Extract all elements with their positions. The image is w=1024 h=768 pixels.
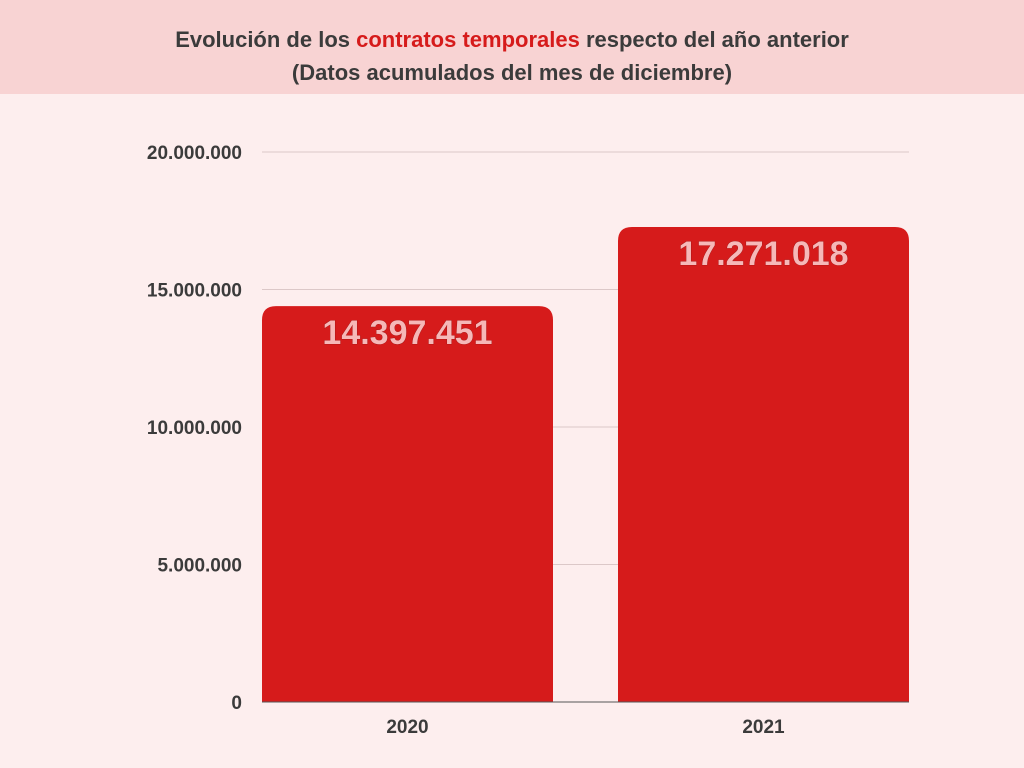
data-label: 14.397.451 bbox=[322, 314, 492, 352]
chart-subtitle: (Datos acumulados del mes de diciembre) bbox=[291, 60, 733, 85]
data-label: 17.271.018 bbox=[678, 235, 848, 273]
title-banner bbox=[0, 0, 1024, 94]
chart-title-before: Evolución de los bbox=[175, 27, 357, 52]
y-tick-label: 0 bbox=[231, 693, 242, 714]
chart-title: Evolución de los contratos temporales re… bbox=[0, 27, 1024, 53]
x-tick-label: 2020 bbox=[386, 717, 428, 738]
y-tick-label: 15.000.000 bbox=[147, 281, 242, 302]
bar bbox=[262, 306, 553, 702]
y-tick-label: 10.000.000 bbox=[147, 418, 242, 439]
x-tick-label: 2021 bbox=[742, 717, 785, 738]
bar bbox=[618, 227, 909, 703]
chart-title-highlight: contratos temporales bbox=[356, 27, 580, 52]
y-tick-label: 5.000.000 bbox=[157, 556, 242, 577]
y-tick-label: 20.000.000 bbox=[147, 143, 242, 164]
chart-title-after: respecto del año anterior bbox=[579, 27, 849, 52]
